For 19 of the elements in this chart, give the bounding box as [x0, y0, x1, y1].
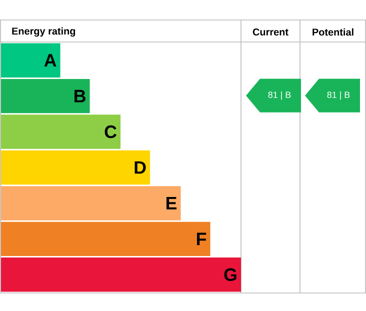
text: Energy rating [12, 27, 76, 37]
y-tick-label: D [134, 161, 146, 174]
text: 81 | B [268, 91, 291, 100]
bar [1, 258, 242, 292]
text: Current [252, 28, 288, 36]
y-tick-label: A [44, 54, 56, 67]
text: Potential [312, 28, 354, 36]
bar [1, 43, 60, 78]
y-tick-label: B [74, 90, 86, 102]
text: 81 | B [327, 91, 350, 100]
bar [1, 78, 90, 114]
y-tick-label: F [197, 232, 206, 246]
bar [1, 186, 181, 220]
y-tick-label: E [166, 197, 177, 210]
bar [1, 150, 150, 185]
y-tick-label: C [104, 125, 117, 138]
bar [1, 222, 210, 256]
y-tick-label: G [224, 268, 236, 281]
bar [1, 114, 121, 149]
